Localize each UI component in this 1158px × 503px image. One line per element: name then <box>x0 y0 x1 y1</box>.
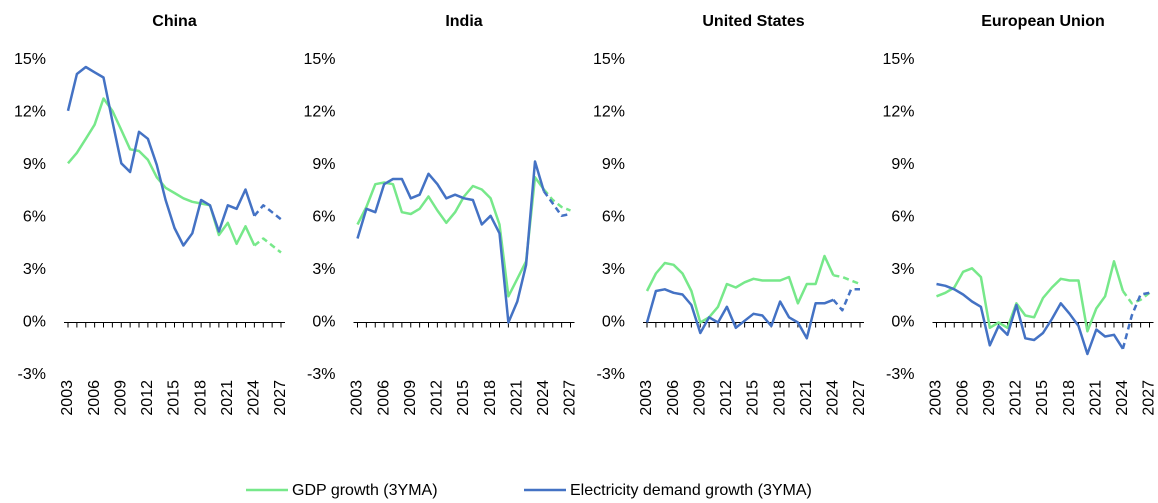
x-tick-label: 2012 <box>1008 380 1025 416</box>
y-tick-label: 12% <box>14 104 46 121</box>
x-tick-label: 2021 <box>219 380 236 416</box>
y-tick-label: 9% <box>891 156 914 173</box>
y-tick-label: 0% <box>602 314 625 331</box>
panel-title: India <box>445 13 482 30</box>
x-tick-label: 2015 <box>1034 380 1051 416</box>
y-tick-label: 0% <box>23 314 46 331</box>
x-tick-label: 2018 <box>192 380 209 416</box>
x-tick-label: 2027 <box>851 380 868 416</box>
x-tick-label: 2012 <box>718 380 735 416</box>
series-line <box>356 176 545 298</box>
y-tick-label: 15% <box>303 51 335 68</box>
series-line <box>936 260 1125 333</box>
forecast-line <box>833 274 861 286</box>
x-tick-label: 2027 <box>272 380 289 416</box>
y-tick-label: 6% <box>23 209 46 226</box>
series-line <box>645 254 835 324</box>
x-tick-label: 2021 <box>798 380 815 416</box>
y-tick-label: 15% <box>593 51 625 68</box>
y-tick-label: 6% <box>312 209 335 226</box>
legend-label: Electricity demand growth (3YMA) <box>570 482 812 499</box>
x-tick-label: 2009 <box>691 380 708 416</box>
x-tick-label: 2018 <box>1061 380 1078 416</box>
series-line <box>356 160 546 324</box>
y-tick-label: 12% <box>303 104 335 121</box>
y-tick-label: -3% <box>307 366 335 383</box>
x-tick-label: 2024 <box>246 380 263 416</box>
y-tick-label: 3% <box>312 261 335 278</box>
y-tick-label: -3% <box>886 366 914 383</box>
forecast-line <box>1121 291 1150 350</box>
series-line <box>645 288 834 340</box>
x-tick-label: 2015 <box>745 380 762 416</box>
x-tick-label: 2003 <box>928 380 945 416</box>
y-tick-label: 12% <box>882 104 914 121</box>
x-tick-label: 2018 <box>482 380 499 416</box>
x-tick-label: 2012 <box>429 380 446 416</box>
y-tick-label: 0% <box>312 314 335 331</box>
y-tick-label: 6% <box>891 209 914 226</box>
x-tick-label: 2009 <box>112 380 129 416</box>
forecast-line <box>832 288 860 312</box>
x-tick-label: 2006 <box>86 380 103 416</box>
x-tick-label: 2003 <box>349 380 366 416</box>
y-tick-label: -3% <box>18 366 46 383</box>
x-tick-label: 2027 <box>1141 380 1158 416</box>
x-tick-label: 2015 <box>166 380 183 416</box>
x-tick-label: 2021 <box>1087 380 1104 416</box>
x-tick-label: 2024 <box>825 380 842 416</box>
forecast-line <box>1121 290 1151 305</box>
forecast-line <box>542 190 571 218</box>
x-tick-label: 2006 <box>665 380 682 416</box>
y-tick-label: 9% <box>23 156 46 173</box>
series-line <box>936 282 1124 356</box>
x-tick-label: 2006 <box>375 380 392 416</box>
y-tick-label: -3% <box>597 366 625 383</box>
y-tick-label: 6% <box>602 209 625 226</box>
forecast-line <box>253 204 282 221</box>
x-tick-label: 2003 <box>638 380 655 416</box>
y-tick-label: 15% <box>882 51 914 68</box>
y-tick-label: 3% <box>602 261 625 278</box>
x-tick-label: 2027 <box>562 380 579 416</box>
x-tick-label: 2006 <box>954 380 971 416</box>
y-tick-label: 3% <box>23 261 46 278</box>
x-tick-label: 2012 <box>139 380 156 416</box>
forecast-line <box>253 237 282 254</box>
y-tick-label: 15% <box>14 51 46 68</box>
x-tick-label: 2024 <box>535 380 552 416</box>
forecast-line <box>542 188 571 212</box>
panel-title: European Union <box>981 13 1105 30</box>
y-tick-label: 0% <box>891 314 914 331</box>
y-tick-label: 9% <box>602 156 625 173</box>
x-tick-label: 2009 <box>981 380 998 416</box>
legend-label: GDP growth (3YMA) <box>292 482 438 499</box>
x-tick-label: 2021 <box>508 380 525 416</box>
series-line <box>66 65 256 247</box>
panel-title: United States <box>702 13 804 30</box>
y-tick-label: 3% <box>891 261 914 278</box>
panel-title: China <box>152 13 197 30</box>
y-tick-label: 9% <box>312 156 335 173</box>
x-tick-label: 2003 <box>59 380 76 416</box>
y-tick-label: 12% <box>593 104 625 121</box>
x-tick-label: 2015 <box>455 380 472 416</box>
x-tick-label: 2024 <box>1114 380 1131 416</box>
series-line <box>67 97 256 247</box>
x-tick-label: 2009 <box>402 380 419 416</box>
x-tick-label: 2018 <box>771 380 788 416</box>
